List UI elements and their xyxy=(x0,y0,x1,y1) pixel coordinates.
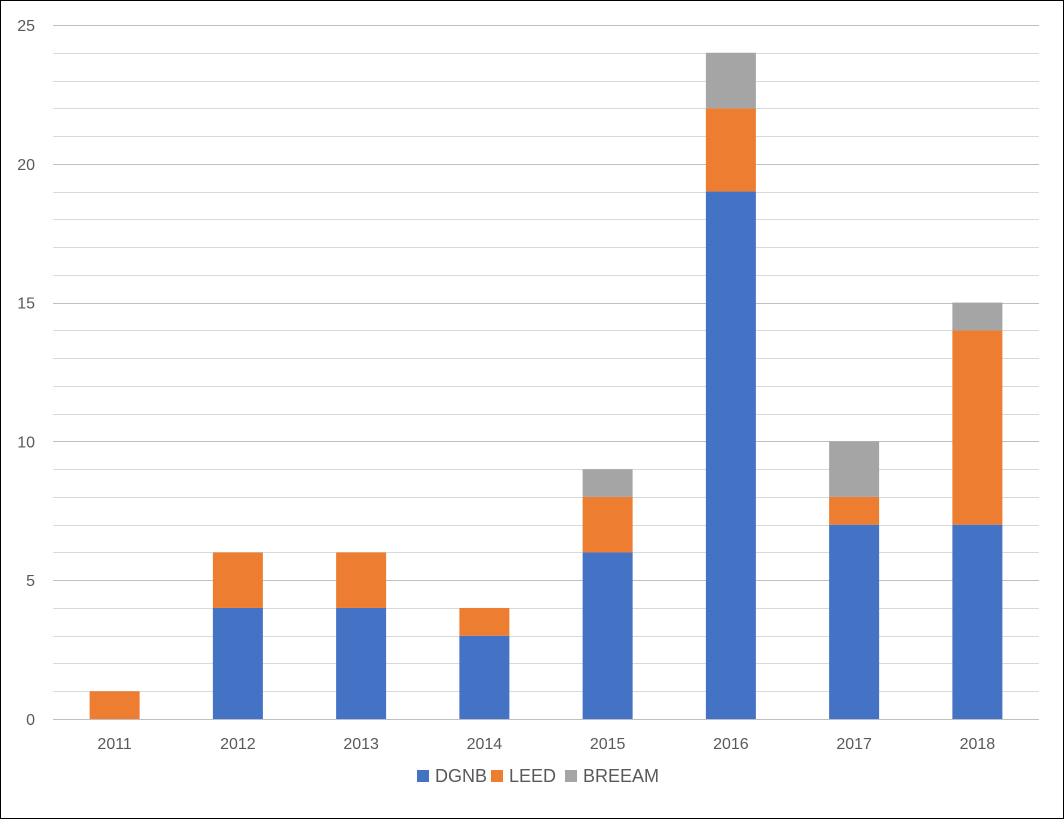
x-tick-label: 2014 xyxy=(467,736,503,753)
bar-dgnb-2012 xyxy=(212,607,263,719)
x-tick-label: 2017 xyxy=(836,736,872,753)
legend: DGNB LEED BREEAM xyxy=(417,766,659,786)
bar-leed-2017 xyxy=(829,496,880,525)
legend-swatch-leed xyxy=(491,770,503,782)
y-tick-label: 5 xyxy=(26,573,35,590)
legend-swatch-breeam xyxy=(565,770,577,782)
bar-leed-2013 xyxy=(336,552,387,608)
x-tick-label: 2012 xyxy=(220,736,256,753)
bar-dgnb-2013 xyxy=(336,607,387,719)
bar-leed-2016 xyxy=(705,108,756,192)
y-tick-label: 20 xyxy=(17,157,35,174)
y-tick-label: 0 xyxy=(26,712,35,729)
x-tick-label: 2018 xyxy=(960,736,996,753)
legend-swatch-dgnb xyxy=(417,770,429,782)
x-tick-label: 2013 xyxy=(343,736,379,753)
bar-breeam-2017 xyxy=(829,441,880,497)
y-tick-label: 10 xyxy=(17,434,35,451)
bar-breeam-2016 xyxy=(705,52,756,109)
x-tick-label: 2015 xyxy=(590,736,626,753)
y-tick-label: 15 xyxy=(17,296,35,313)
legend-label-breeam: BREEAM xyxy=(583,766,659,786)
y-tick-label: 25 xyxy=(17,18,35,35)
bar-dgnb-2018 xyxy=(952,524,1003,719)
x-tick-label: 2016 xyxy=(713,736,749,753)
bar-dgnb-2016 xyxy=(705,191,756,719)
bar-breeam-2015 xyxy=(582,469,633,497)
bar-leed-2014 xyxy=(459,607,510,636)
legend-label-dgnb: DGNB xyxy=(435,766,487,786)
grid-lines xyxy=(53,25,1039,692)
legend-label-leed: LEED xyxy=(509,766,556,786)
bar-dgnb-2014 xyxy=(459,635,510,719)
axes: 0 5 10 15 20 25 2011 2012 2013 2014 2015 2016 2017 20… xyxy=(17,18,1039,753)
bar-leed-2015 xyxy=(582,496,633,553)
bar-dgnb-2017 xyxy=(829,524,880,719)
bars xyxy=(89,52,1003,719)
bar-leed-2012 xyxy=(212,552,263,608)
bar-leed-2011 xyxy=(89,691,140,719)
bar-leed-2018 xyxy=(952,330,1003,525)
bar-dgnb-2015 xyxy=(582,552,633,719)
x-tick-label: 2011 xyxy=(97,736,132,753)
bar-breeam-2018 xyxy=(952,302,1003,331)
